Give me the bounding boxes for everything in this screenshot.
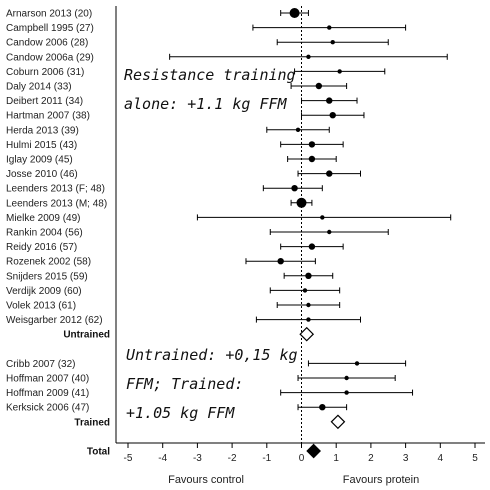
axes (115, 6, 485, 444)
study-label: Weisgarber 2012 (62) (6, 315, 103, 326)
point-estimate (326, 97, 333, 104)
point-estimate (344, 375, 349, 381)
study-label: Verdijk 2009 (60) (6, 286, 82, 297)
study-label: Rankin 2004 (56) (6, 228, 83, 239)
point-estimate (308, 243, 316, 250)
x-tick-label: 5 (472, 453, 478, 464)
study-label: Cribb 2007 (32) (6, 359, 75, 370)
x-tick-label: 1 (333, 453, 339, 464)
point-estimate (289, 8, 300, 18)
study-label: Hulmi 2015 (43) (6, 140, 77, 151)
study-label: Candow 2006 (28) (6, 38, 88, 49)
point-estimate (295, 127, 301, 132)
point-estimate (315, 82, 323, 90)
study-label: Volek 2013 (61) (6, 301, 76, 312)
point-estimate (296, 197, 307, 208)
x-tick-label: -4 (158, 453, 167, 464)
study-label: Daly 2014 (33) (6, 82, 72, 93)
study-label: Deibert 2011 (34) (6, 96, 83, 107)
point-estimate (308, 141, 316, 148)
point-estimate (306, 302, 311, 308)
x-tick-label: -1 (262, 453, 271, 464)
point-estimate (319, 404, 326, 411)
study-label: Rozenek 2002 (58) (6, 257, 91, 268)
x-tick-label: -2 (228, 453, 237, 464)
study-label: Candow 2006a (29) (6, 52, 94, 63)
study-label: Leenders 2013 (M; 48) (6, 198, 107, 209)
x-tick-label: -3 (193, 453, 202, 464)
summary-label: Untrained (63, 330, 110, 341)
study-label: Snijders 2015 (59) (6, 271, 88, 282)
x-tick-label: 2 (368, 453, 374, 464)
study-label: Hartman 2007 (38) (6, 111, 90, 122)
study-label: Hoffman 2009 (41) (6, 388, 89, 399)
study-label: Herda 2013 (39) (6, 125, 79, 136)
point-estimate (330, 40, 335, 45)
study-label: Hoffman 2007 (40) (6, 374, 89, 385)
point-estimate (306, 317, 311, 322)
point-estimate (306, 54, 311, 59)
x-label-left: Favours control (168, 474, 244, 486)
summary-label: Total (87, 447, 110, 458)
study-label: Leenders 2013 (F; 48) (6, 184, 105, 195)
study-label: Josse 2010 (46) (6, 169, 78, 180)
x-tick-label: 3 (403, 453, 409, 464)
point-estimate (344, 390, 349, 395)
total-diamond (306, 443, 321, 459)
x-tick-label: 0 (299, 453, 305, 464)
study-label: Coburn 2006 (31) (6, 67, 84, 78)
subgroup-diamond (299, 326, 315, 342)
x-ticks: -5 -4 -3 -2 -1 0 1 2 3 4 5 (124, 443, 478, 464)
annotation-resistance-training: Resistance training alone: +1.1 kg FFM (124, 66, 305, 113)
point-estimate (302, 288, 308, 293)
point-estimate (326, 170, 333, 177)
study-label: Iglay 2009 (45) (6, 155, 73, 166)
summary-label: Trained (74, 417, 110, 428)
x-tick-label: 4 (438, 453, 444, 464)
point-estimate (308, 155, 316, 163)
annotation-untrained-trained: Untrained: +0,15 kg FFM; Trained: +1.05 … (126, 346, 307, 422)
study-label: Reidy 2016 (57) (6, 242, 77, 253)
point-estimate (327, 25, 332, 30)
point-estimate (320, 215, 325, 220)
study-marks (169, 8, 452, 459)
point-estimate (305, 272, 312, 279)
row-labels: Arnarson 2013 (20) Campbell 1995 (27) Cand… (6, 9, 110, 458)
point-estimate (327, 229, 332, 235)
study-label: Arnarson 2013 (20) (6, 9, 92, 20)
point-estimate (291, 185, 298, 192)
point-estimate (354, 361, 360, 366)
study-label: Mielke 2009 (49) (6, 213, 80, 224)
subgroup-diamond (330, 414, 346, 430)
point-estimate (329, 112, 336, 119)
study-label: Campbell 1995 (27) (6, 23, 94, 34)
x-label-right: Favours protein (343, 474, 419, 486)
point-estimate (337, 69, 342, 74)
point-estimate (277, 258, 284, 265)
x-tick-label: -5 (124, 453, 133, 464)
study-label: Kerksick 2006 (47) (6, 403, 89, 414)
